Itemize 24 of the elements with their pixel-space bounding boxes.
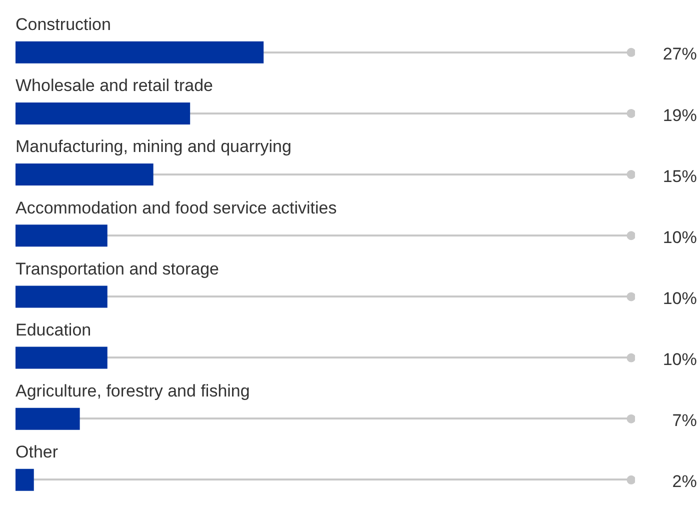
- y-tick-label: Other: [16, 442, 58, 462]
- data-label: 15%: [662, 166, 697, 186]
- bar: [16, 286, 108, 308]
- bar: [16, 164, 154, 186]
- bar: [16, 102, 190, 124]
- y-tick-label: Manufacturing, mining and quarrying: [16, 137, 292, 156]
- bar: [16, 41, 264, 64]
- data-label: 10%: [662, 289, 697, 308]
- data-label: 10%: [662, 350, 697, 370]
- y-tick-label: Transportation and storage: [16, 259, 219, 278]
- data-label: 19%: [662, 106, 697, 125]
- bar: [16, 468, 34, 491]
- y-tick-label: Construction: [16, 15, 111, 34]
- data-label: 2%: [672, 472, 697, 492]
- data-label: 7%: [672, 411, 697, 430]
- data-label: 27%: [662, 44, 697, 64]
- y-tick-label: Accommodation and food service activities: [16, 198, 337, 218]
- y-tick-label: Wholesale and retail trade: [16, 76, 214, 96]
- bar: [16, 408, 80, 430]
- bar: [16, 224, 108, 247]
- y-tick-label: Education: [16, 320, 92, 340]
- bar: [16, 346, 108, 369]
- data-label: 10%: [662, 228, 697, 247]
- y-tick-label: Agriculture, forestry and fishing: [16, 382, 250, 401]
